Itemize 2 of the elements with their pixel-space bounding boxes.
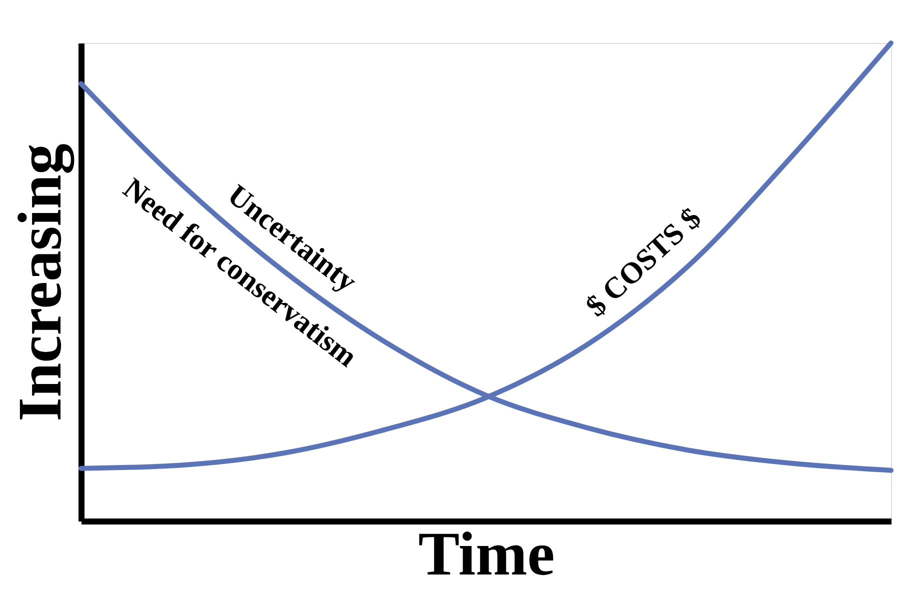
x-axis-title: Time bbox=[418, 520, 555, 588]
y-axis-title: Increasing bbox=[6, 144, 74, 422]
